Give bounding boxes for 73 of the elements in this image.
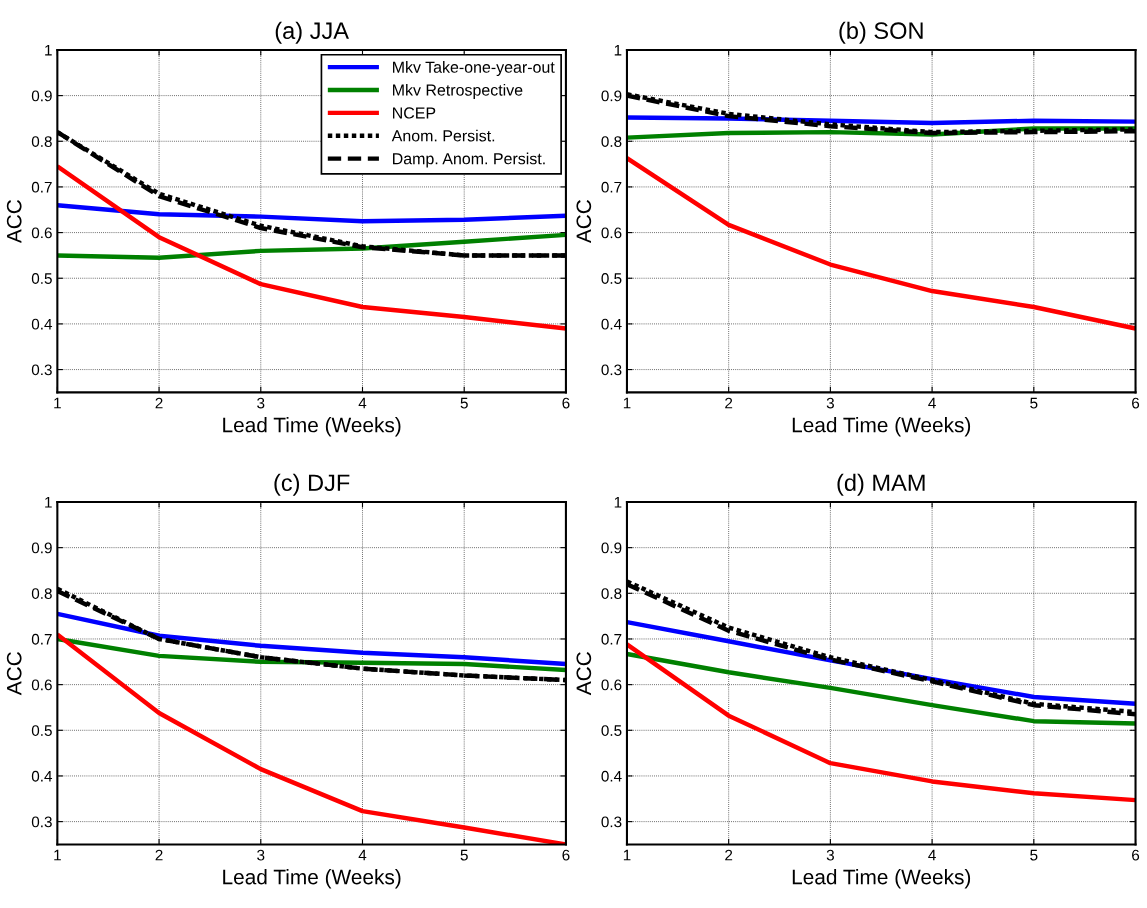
legend-label: Anom. Persist.: [391, 129, 495, 142]
y-tick-label: 0.6: [601, 227, 622, 239]
y-axis-title: ACC: [6, 199, 22, 244]
x-axis-title: Lead Time (Weeks): [792, 417, 971, 437]
x-tick-label: 6: [1132, 849, 1140, 861]
y-tick-label: 0.4: [601, 318, 622, 330]
x-tick-label: 6: [1132, 397, 1140, 409]
y-tick-label: 0.8: [31, 136, 52, 147]
legend-label: NCEP: [393, 107, 436, 119]
chart-title: (d) MAM: [837, 473, 925, 496]
x-axis-title: Lead Time (Weeks): [792, 869, 971, 889]
x-tick-label: 6: [562, 397, 570, 409]
x-tick-label: 6: [562, 849, 570, 861]
y-tick-label: 0.8: [601, 136, 622, 147]
legend-label: Damp. Anom. Persist.: [393, 152, 545, 168]
x-axis-title: Lead Time (Weeks): [223, 869, 401, 889]
y-axis-title: ACC: [576, 199, 592, 244]
x-tick-label: 4: [928, 849, 936, 861]
x-tick-label: 5: [460, 849, 468, 861]
y-tick-label: 0.9: [601, 90, 622, 102]
y-tick-label: 0.9: [31, 542, 52, 554]
x-axis-title: Lead Time (Weeks): [223, 417, 401, 437]
legend-label: Mkv Take-one-year-out: [393, 61, 555, 77]
x-tick-label: 1: [623, 397, 631, 409]
y-tick-label: 1: [45, 44, 52, 56]
x-tick-label: 4: [358, 849, 367, 861]
y-tick-label: 0.3: [601, 364, 622, 376]
y-tick-label: 0.8: [601, 588, 622, 599]
chart-title: (c) DJF: [274, 473, 350, 496]
legend-label: Mkv Retrospective: [393, 84, 523, 99]
x-tick-label: 5: [1030, 397, 1038, 409]
x-tick-label: 2: [155, 849, 163, 861]
y-tick-label: 1: [614, 44, 622, 56]
x-tick-label: 5: [1030, 849, 1038, 861]
y-axis-title: ACC: [6, 652, 22, 696]
x-tick-label: 2: [725, 397, 733, 409]
y-tick-label: 0.7: [601, 633, 622, 645]
y-tick-label: 1: [45, 497, 52, 508]
y-tick-label: 0.7: [31, 181, 52, 193]
x-tick-label: 4: [358, 397, 367, 409]
y-axis-title: ACC: [576, 652, 592, 696]
y-tick-label: 0.4: [31, 318, 53, 330]
y-tick-label: 0.5: [601, 273, 622, 284]
y-tick-label: 0.3: [31, 364, 52, 376]
x-tick-label: 2: [725, 849, 733, 861]
x-tick-label: 1: [54, 397, 61, 409]
x-tick-label: 1: [623, 849, 631, 861]
y-tick-label: 0.5: [31, 273, 52, 284]
y-tick-label: 0.8: [31, 588, 52, 599]
chart-title: (a) JJA: [275, 21, 349, 44]
y-tick-label: 0.9: [31, 90, 52, 102]
x-tick-label: 3: [826, 849, 834, 861]
x-tick-label: 1: [54, 849, 61, 861]
y-tick-label: 0.9: [601, 542, 622, 554]
y-tick-label: 1: [614, 497, 622, 508]
y-tick-label: 0.5: [601, 725, 622, 736]
x-tick-label: 3: [257, 849, 265, 861]
y-tick-label: 0.3: [31, 816, 52, 828]
y-tick-label: 0.7: [601, 181, 622, 193]
y-tick-label: 0.4: [601, 770, 622, 782]
y-tick-label: 0.3: [601, 816, 622, 828]
x-tick-label: 5: [460, 397, 468, 409]
y-tick-label: 0.5: [31, 725, 52, 736]
y-tick-label: 0.7: [31, 633, 52, 645]
y-tick-label: 0.6: [601, 679, 622, 691]
y-tick-label: 0.6: [31, 679, 52, 691]
x-tick-label: 4: [928, 397, 936, 409]
x-tick-label: 3: [257, 397, 265, 409]
y-tick-label: 0.6: [31, 227, 52, 239]
y-tick-label: 0.4: [31, 770, 53, 782]
x-tick-label: 3: [826, 397, 834, 409]
x-tick-label: 2: [155, 397, 163, 409]
chart-title: (b) SON: [839, 21, 923, 44]
